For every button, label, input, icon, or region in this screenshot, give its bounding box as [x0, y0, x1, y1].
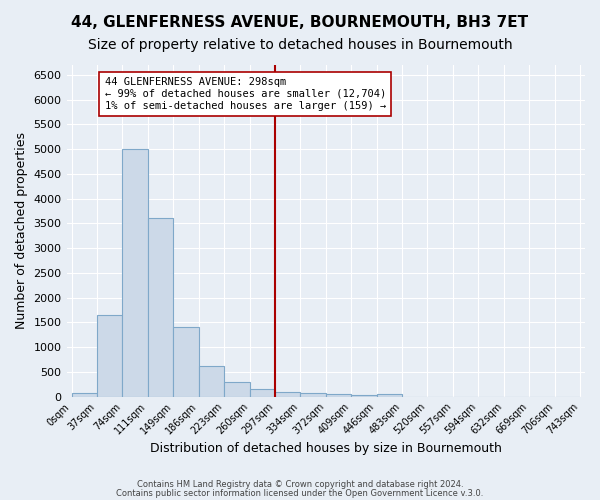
X-axis label: Distribution of detached houses by size in Bournemouth: Distribution of detached houses by size … — [150, 442, 502, 455]
Text: Contains HM Land Registry data © Crown copyright and database right 2024.: Contains HM Land Registry data © Crown c… — [137, 480, 463, 489]
Y-axis label: Number of detached properties: Number of detached properties — [15, 132, 28, 330]
Bar — [275, 392, 301, 396]
Text: 44, GLENFERNESS AVENUE, BOURNEMOUTH, BH3 7ET: 44, GLENFERNESS AVENUE, BOURNEMOUTH, BH3… — [71, 15, 529, 30]
Bar — [97, 315, 122, 396]
Text: 44 GLENFERNESS AVENUE: 298sqm
← 99% of detached houses are smaller (12,704)
1% o: 44 GLENFERNESS AVENUE: 298sqm ← 99% of d… — [104, 78, 386, 110]
Bar — [199, 366, 224, 396]
Bar — [71, 393, 97, 396]
Bar — [301, 393, 326, 396]
Bar — [377, 394, 402, 396]
Bar — [250, 388, 275, 396]
Bar — [173, 328, 199, 396]
Bar — [122, 149, 148, 396]
Bar — [351, 395, 377, 396]
Bar — [224, 382, 250, 396]
Bar — [326, 394, 351, 396]
Bar — [148, 218, 173, 396]
Text: Contains public sector information licensed under the Open Government Licence v.: Contains public sector information licen… — [116, 488, 484, 498]
Text: Size of property relative to detached houses in Bournemouth: Size of property relative to detached ho… — [88, 38, 512, 52]
